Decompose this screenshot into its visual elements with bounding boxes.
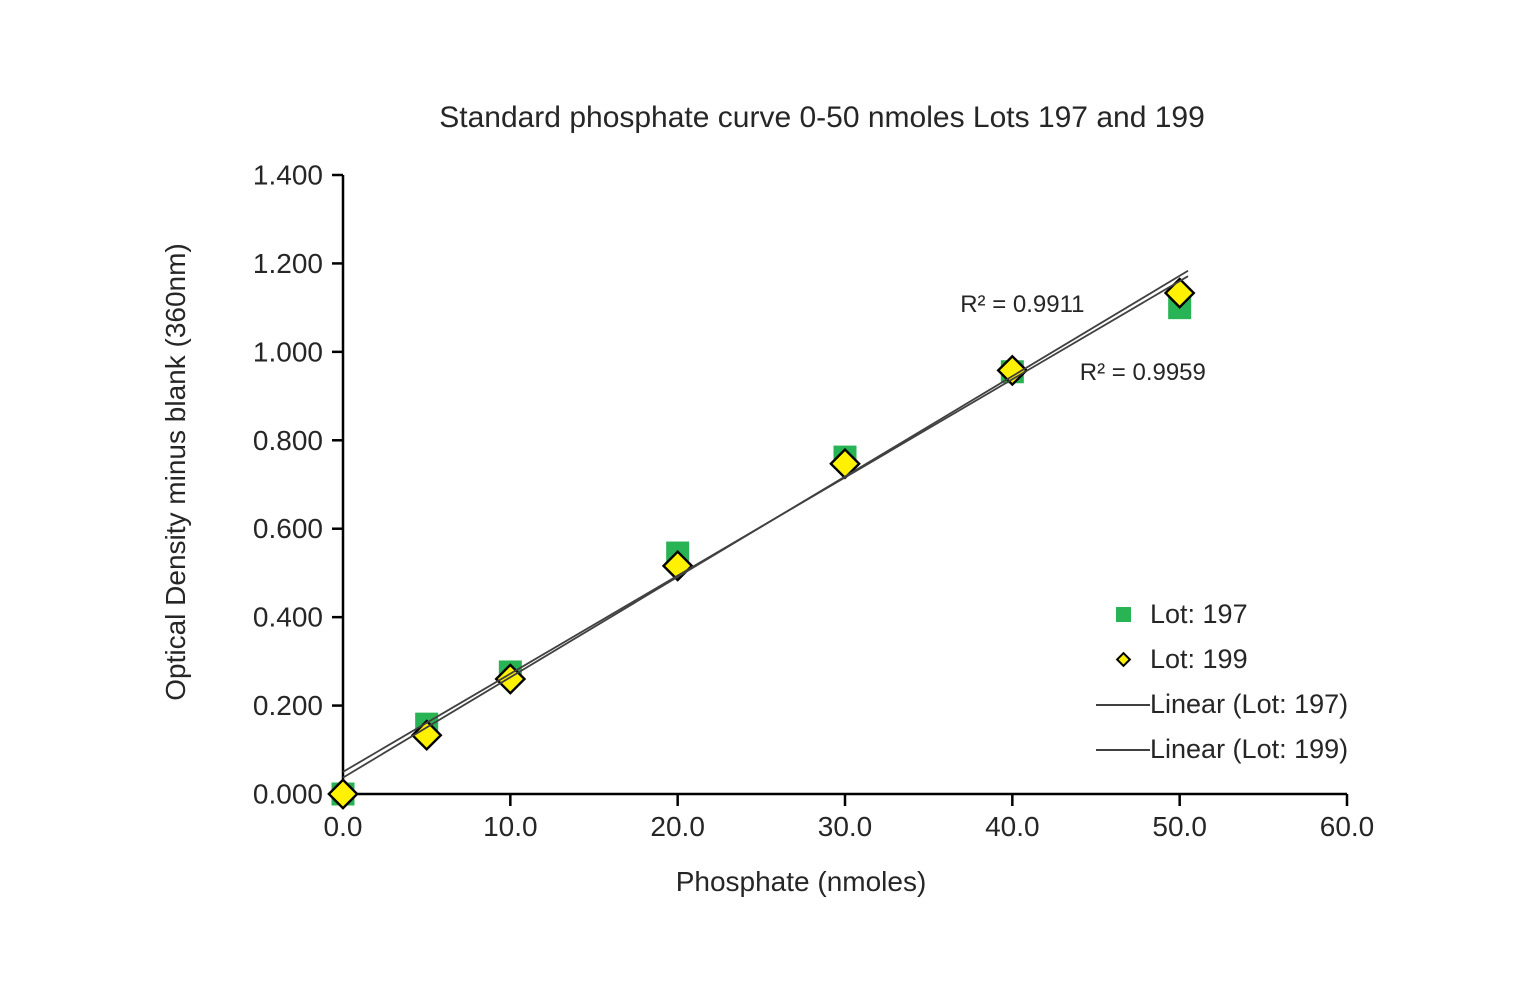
y-tick-label: 0.200 (253, 690, 323, 721)
linear-lot-199-line-icon (1096, 748, 1150, 751)
y-tick-label: 0.600 (253, 513, 323, 544)
legend-item-linear-lot-199: Linear (Lot: 199) (1096, 727, 1348, 772)
data-point-diamond (327, 778, 359, 810)
y-tick-label: 1.200 (253, 248, 323, 279)
y-tick-label: 0.800 (253, 425, 323, 456)
lot-199-diamond-marker-icon (1115, 651, 1131, 668)
legend-label-lot-199: Lot: 199 (1150, 644, 1248, 674)
data-point-diamond (829, 447, 861, 480)
legend-label-linear-lot-199: Linear (Lot: 199) (1150, 734, 1349, 764)
x-tick-label: 20.0 (650, 811, 705, 842)
legend-swatch-box (1096, 748, 1150, 751)
y-tick-label: 0.000 (253, 779, 323, 810)
chart-title: Standard phosphate curve 0-50 nmoles Lot… (439, 101, 1205, 134)
x-tick-label: 50.0 (1152, 811, 1207, 842)
r-squared-annotation: R² = 0.9911 (960, 291, 1084, 318)
legend: Lot: 197 Lot: 199 Linear (Lot: 197) Line… (1096, 592, 1348, 772)
data-point-diamond (494, 663, 527, 695)
y-tick-label: 1.000 (253, 336, 323, 367)
legend-label-linear-lot-197: Linear (Lot: 197) (1150, 689, 1349, 719)
trendline (342, 270, 1189, 779)
series-lot--197 (331, 296, 1192, 806)
lot-197-square-marker-icon (1115, 607, 1131, 622)
legend-label-lot-197: Lot: 197 (1150, 599, 1248, 629)
x-tick-label: 30.0 (818, 811, 873, 842)
legend-item-lot-197: Lot: 197 (1096, 592, 1348, 637)
r-squared-annotation: R² = 0.9959 (1080, 359, 1206, 386)
data-point-diamond (996, 354, 1029, 387)
x-tick-label: 60.0 (1320, 811, 1375, 842)
legend-swatch-box (1096, 607, 1150, 622)
x-tick-label: 40.0 (985, 811, 1040, 842)
legend-swatch-box (1096, 703, 1150, 706)
legend-item-lot-199: Lot: 199 (1096, 637, 1348, 682)
x-tick-label: 10.0 (483, 811, 538, 842)
x-axis-title: Phosphate (nmoles) (675, 866, 927, 897)
x-tick-label: 0.0 (324, 811, 363, 842)
trendlines (342, 270, 1189, 779)
annotations: R² = 0.9911 R² = 0.9959 (960, 291, 1206, 386)
legend-swatch-box (1096, 651, 1150, 668)
linear-lot-197-line-icon (1096, 703, 1150, 706)
data-point-diamond (410, 719, 443, 752)
x-axis-ticks: 0.0 10.0 20.0 30.0 40.0 50.0 60.0 (324, 794, 1375, 842)
y-tick-label: 0.400 (253, 602, 323, 633)
y-axis-title: Optical Density minus blank (360nm) (160, 243, 191, 701)
legend-item-linear-lot-197: Linear (Lot: 197) (1096, 682, 1348, 727)
y-tick-label: 1.400 (253, 160, 323, 191)
y-axis-ticks: 0.000 0.200 0.400 0.600 0.800 1.000 1.200 1.400 (253, 160, 343, 810)
series-lot--199 (327, 277, 1196, 810)
